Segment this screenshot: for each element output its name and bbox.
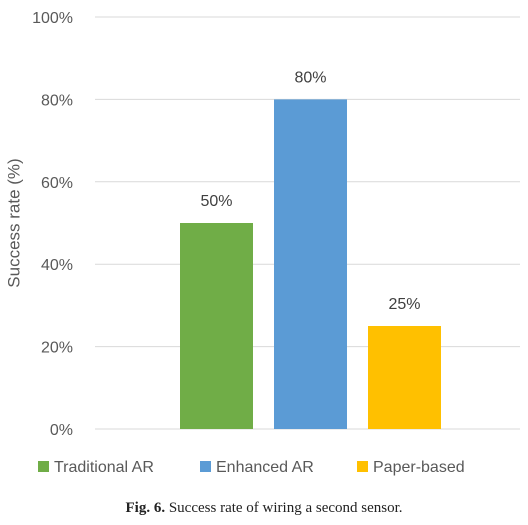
data-labels: 50% 80% 25% [200, 69, 420, 313]
y-axis-title: Success rate (%) [5, 158, 24, 287]
y-tick-label: 40% [41, 257, 73, 274]
data-label: 25% [388, 296, 420, 313]
legend-swatch [200, 461, 211, 472]
bar [180, 223, 253, 429]
legend-swatch [38, 461, 49, 472]
y-tick-labels: 0% 20% 40% 60% 80% 100% [32, 10, 73, 439]
data-label: 50% [200, 193, 232, 210]
y-tick-label: 80% [41, 92, 73, 109]
legend-label: Traditional AR [54, 459, 154, 476]
figure-number: Fig. 6. [125, 500, 166, 516]
bar [274, 99, 347, 430]
y-tick-label: 0% [50, 422, 73, 439]
legend: Traditional AR Enhanced AR Paper-based [38, 459, 465, 476]
figure-caption: Fig. 6. Success rate of wiring a second … [0, 500, 528, 517]
legend-swatch [357, 461, 368, 472]
bar [368, 326, 441, 429]
y-tick-label: 60% [41, 175, 73, 192]
y-tick-label: 20% [41, 340, 73, 357]
legend-item: Traditional AR [38, 459, 154, 476]
chart: 0% 20% 40% 60% 80% 100% Success rate (%) 50% 8… [5, 10, 520, 476]
bars [180, 99, 441, 430]
legend-item: Enhanced AR [200, 459, 314, 476]
legend-item: Paper-based [357, 459, 465, 476]
caption-text: Success rate of wiring a second sensor. [168, 500, 403, 516]
legend-label: Enhanced AR [216, 459, 314, 476]
data-label: 80% [294, 69, 326, 86]
y-tick-label: 100% [32, 10, 73, 27]
legend-label: Paper-based [373, 459, 465, 476]
